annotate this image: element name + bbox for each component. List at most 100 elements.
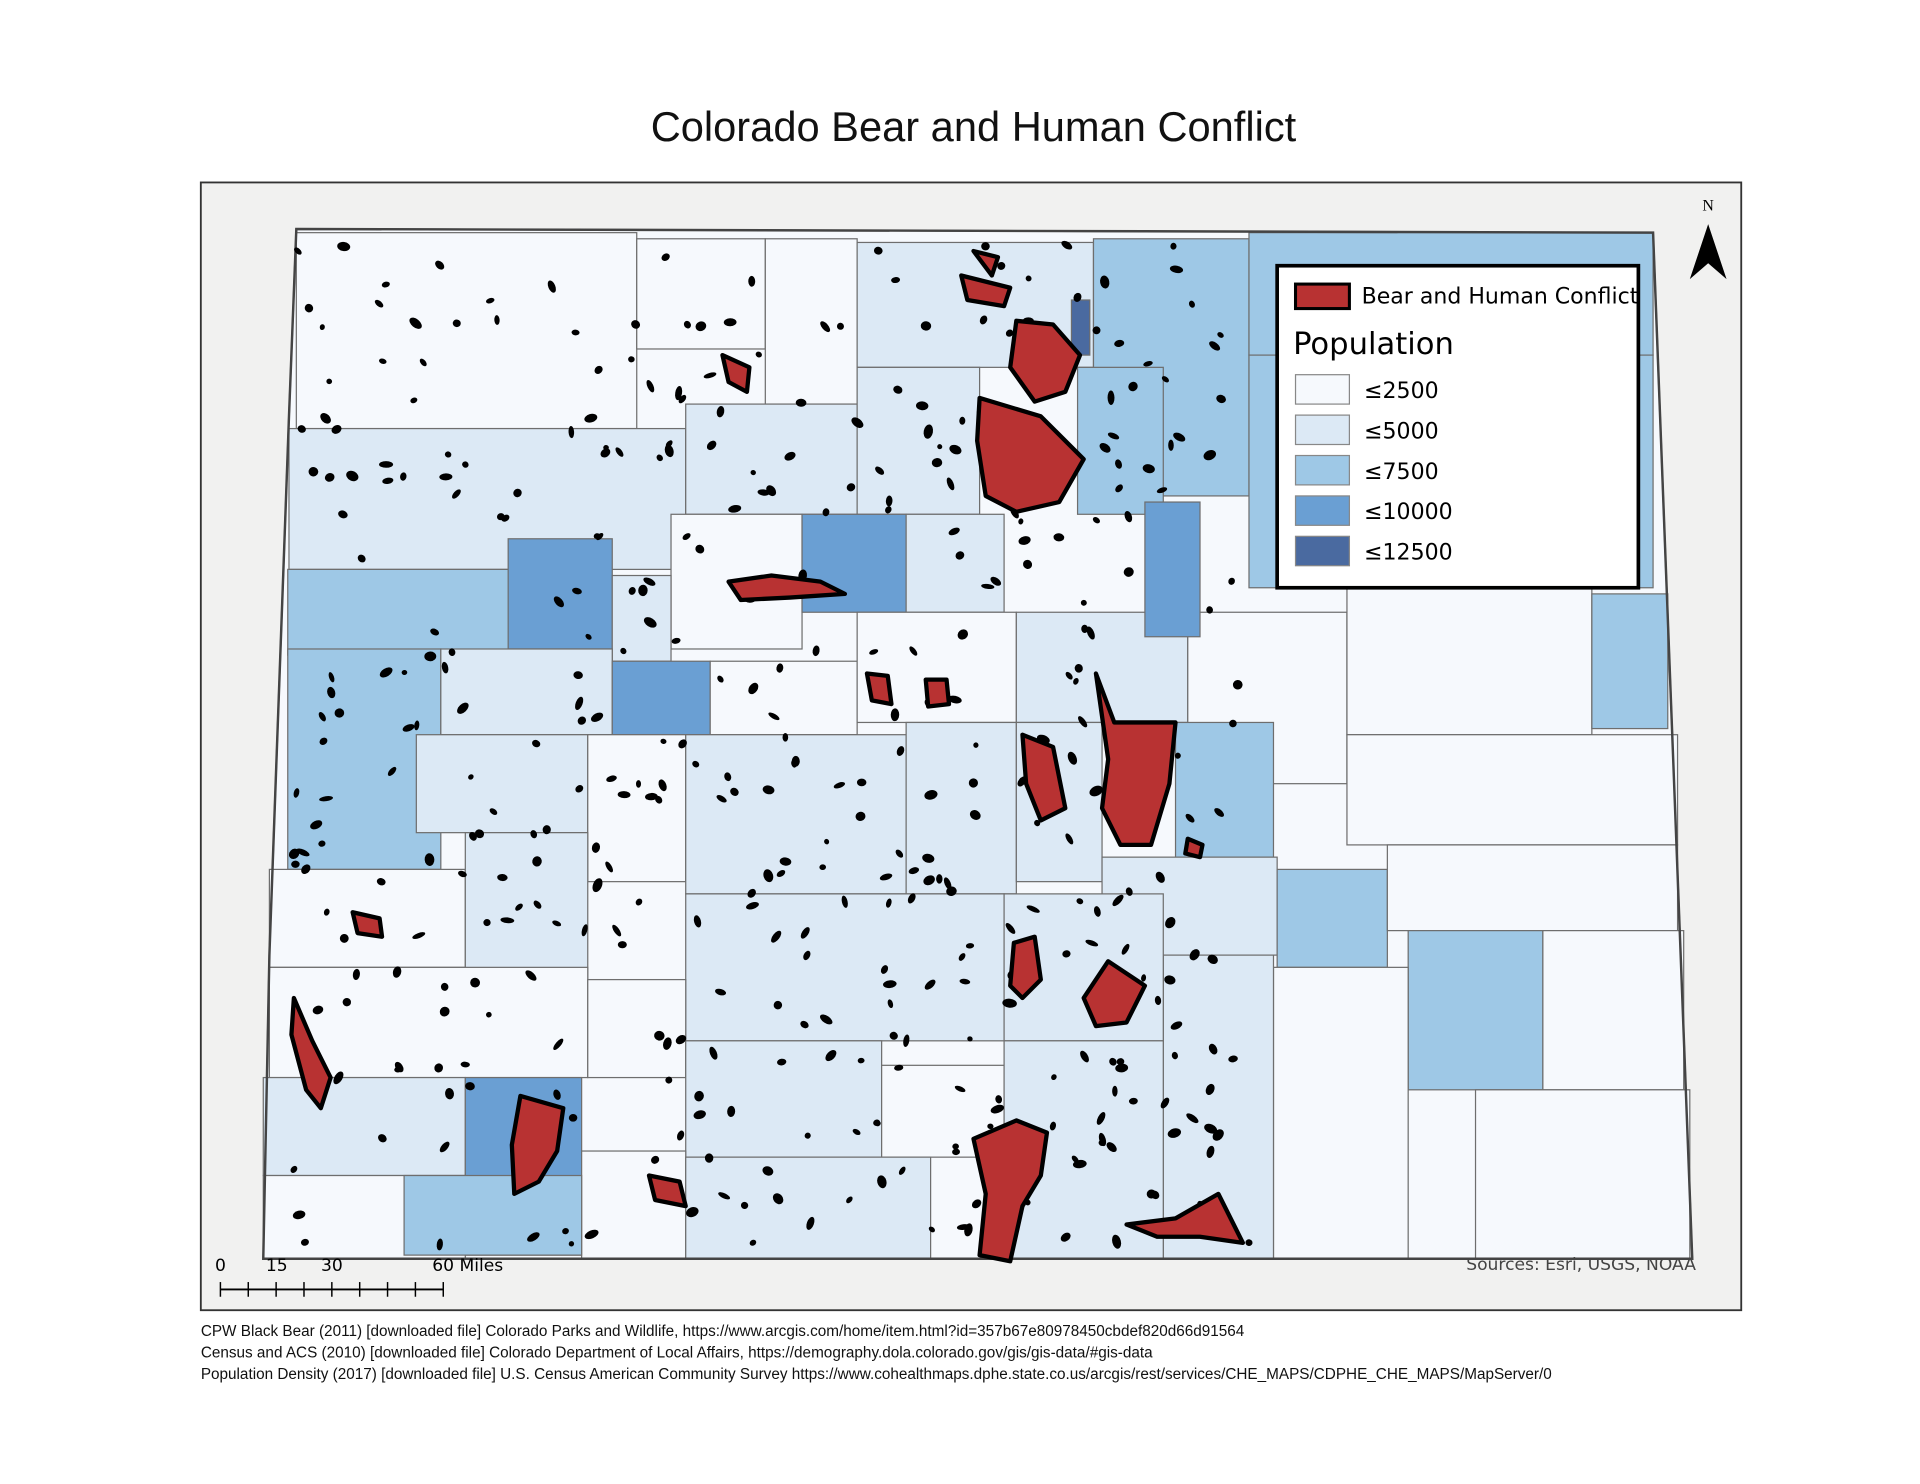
bear-range-dot xyxy=(956,1224,971,1231)
scale-label: 15 xyxy=(266,1256,288,1276)
bear-range-dot xyxy=(424,853,435,866)
bear-range-dot xyxy=(392,966,402,978)
bear-range-dot xyxy=(803,950,811,961)
bear-range-dot xyxy=(1106,1142,1117,1153)
bear-range-dot xyxy=(773,1000,783,1010)
bear-range-dot xyxy=(527,1232,540,1242)
bear-range-dot xyxy=(920,321,932,331)
bear-range-dot xyxy=(465,1082,475,1091)
bear-range-dot xyxy=(1206,1145,1215,1158)
bear-range-dot xyxy=(855,811,866,821)
bear-range-dot xyxy=(1034,819,1041,827)
bear-range-dot xyxy=(660,738,667,745)
bear-range-dot xyxy=(327,686,336,699)
bear-range-dot xyxy=(675,1035,687,1045)
bear-range-dot xyxy=(1216,394,1226,404)
conflict-area xyxy=(864,671,894,707)
bear-range-dot xyxy=(1168,439,1174,451)
bear-range-dot xyxy=(402,724,415,732)
county xyxy=(1144,501,1201,638)
bear-range-dot xyxy=(301,864,311,874)
bear-range-dot xyxy=(436,1238,443,1251)
bear-range-dot xyxy=(1109,1057,1117,1066)
bear-range-dot xyxy=(483,919,491,927)
bear-range-dot xyxy=(1156,487,1168,494)
bear-range-dot xyxy=(1053,533,1065,542)
bear-range-dot xyxy=(709,1046,718,1060)
bear-range-dot xyxy=(319,796,333,802)
bear-range-dot xyxy=(893,385,903,394)
county xyxy=(587,734,687,883)
bear-range-dot xyxy=(631,320,641,329)
bear-range-dot xyxy=(1189,949,1200,961)
bear-range-dot xyxy=(922,853,935,863)
bear-range-dot xyxy=(748,682,759,695)
conflict-layer xyxy=(288,240,1253,1264)
bear-range-dot xyxy=(532,856,542,867)
bear-range-dot xyxy=(532,739,541,748)
bear-range-dot xyxy=(1204,1123,1218,1134)
bear-range-dot xyxy=(1002,998,1017,1008)
bear-range-dot xyxy=(661,253,670,262)
bear-range-dot xyxy=(323,908,330,916)
bear-range-dot xyxy=(312,1005,324,1015)
bear-range-dot xyxy=(819,864,827,870)
bear-range-dot xyxy=(776,663,784,673)
bear-range-dot xyxy=(730,787,739,796)
bear-range-dot xyxy=(552,920,562,927)
bear-range-dot xyxy=(1026,905,1040,913)
bear-range-dot xyxy=(887,999,894,1009)
bear-range-dot xyxy=(513,488,522,498)
bear-range-dot xyxy=(439,1006,450,1017)
bear-range-dot xyxy=(310,820,323,830)
bear-range-dot xyxy=(836,322,844,330)
county xyxy=(1474,1089,1691,1260)
county xyxy=(1346,734,1679,846)
citation: CPW Black Bear (2011) [downloaded file] … xyxy=(201,1323,1245,1340)
bear-range-dot xyxy=(1093,906,1101,917)
bear-range-dot xyxy=(949,444,962,455)
bear-range-dot xyxy=(339,933,349,943)
bear-range-dot xyxy=(320,413,331,424)
bear-range-dot xyxy=(1124,510,1133,523)
bear-range-dot xyxy=(430,628,439,636)
bear-range-dot xyxy=(795,398,807,407)
bear-range-dot xyxy=(898,1166,906,1175)
bear-range-dot xyxy=(379,667,393,678)
county xyxy=(1542,930,1685,1091)
bear-range-dot xyxy=(928,1226,935,1233)
bear-range-dot xyxy=(1141,974,1147,982)
bear-range-dot xyxy=(394,1061,404,1073)
bear-range-dot xyxy=(1025,275,1032,282)
bear-range-dot xyxy=(997,262,1006,270)
scale-label: 30 xyxy=(321,1256,343,1276)
bear-range-dot xyxy=(762,785,775,795)
bear-range-dot xyxy=(885,495,893,507)
bear-range-dot xyxy=(1100,275,1110,289)
bear-range-dot xyxy=(1125,887,1133,896)
bear-range-dot xyxy=(496,513,505,521)
bear-range-dot xyxy=(412,932,426,939)
bear-range-dot xyxy=(779,857,792,866)
bear-range-dot xyxy=(409,317,422,329)
bear-range-dot xyxy=(915,401,929,411)
legend-class-label: ≤2500 xyxy=(1364,379,1439,404)
bear-range-dot xyxy=(542,825,551,835)
bear-range-dot xyxy=(1169,265,1184,274)
county xyxy=(1386,844,1679,932)
bear-range-dot xyxy=(678,739,687,749)
bear-range-dot xyxy=(605,861,613,873)
county xyxy=(287,648,442,871)
bear-range-dot xyxy=(1143,361,1153,367)
bear-range-dot xyxy=(1076,898,1084,905)
bear-range-dot xyxy=(1164,975,1176,985)
county xyxy=(1346,587,1593,736)
bear-range-dot xyxy=(617,941,627,949)
bear-range-dot xyxy=(981,583,995,590)
bear-range-dot xyxy=(692,760,700,768)
bear-range-dot xyxy=(1074,663,1083,673)
bear-range-dot xyxy=(497,874,508,882)
scale-label: 60 Miles xyxy=(432,1256,503,1276)
bear-range-dot xyxy=(410,397,418,404)
bear-range-dot xyxy=(907,893,916,904)
